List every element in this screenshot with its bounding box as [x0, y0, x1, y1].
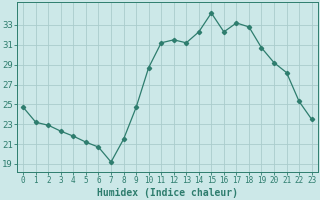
- X-axis label: Humidex (Indice chaleur): Humidex (Indice chaleur): [97, 188, 238, 198]
